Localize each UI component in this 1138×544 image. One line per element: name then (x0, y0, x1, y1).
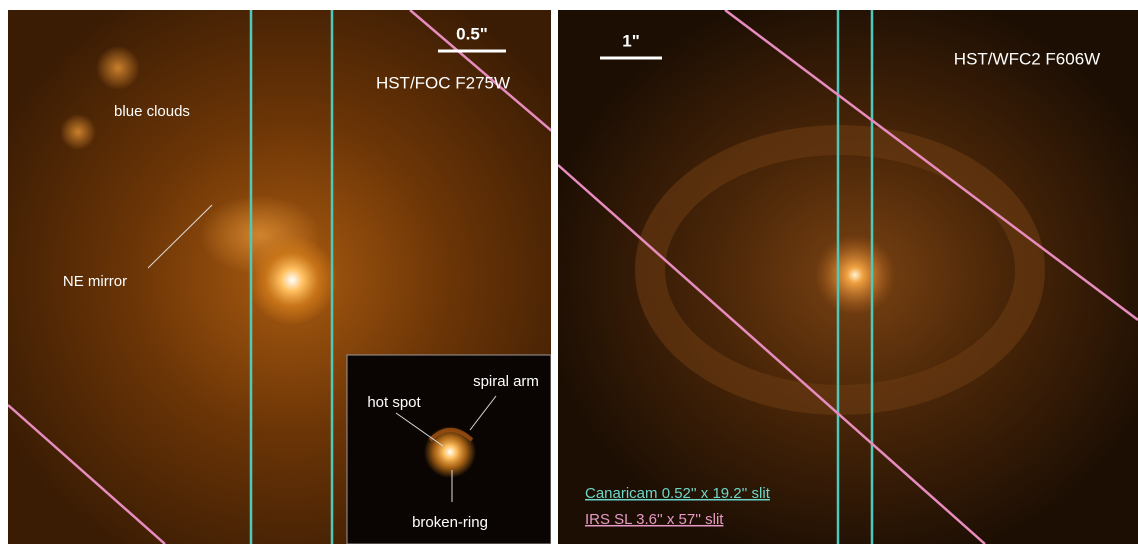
scale-label: 0.5" (456, 24, 488, 43)
scale-label: 1" (622, 31, 640, 50)
left-panel: 0.5" HST/FOC F275W blue clouds NE mirror… (8, 10, 551, 544)
inset-label: broken-ring (412, 514, 488, 531)
inset-label: spiral arm (473, 373, 539, 390)
legend-entry: IRS SL 3.6'' x 57'' slit (585, 511, 724, 528)
annotation: NE mirror (63, 273, 127, 290)
annotation: blue clouds (114, 103, 190, 120)
legend-entry: Canaricam 0.52'' x 19.2'' slit (585, 485, 771, 502)
instrument-label: HST/WFC2 F606W (954, 49, 1100, 68)
instrument-label: HST/FOC F275W (376, 73, 510, 92)
inset-label: hot spot (367, 394, 421, 411)
right-panel: 1" HST/WFC2 F606W Canaricam 0.52'' x 19.… (558, 10, 1138, 544)
